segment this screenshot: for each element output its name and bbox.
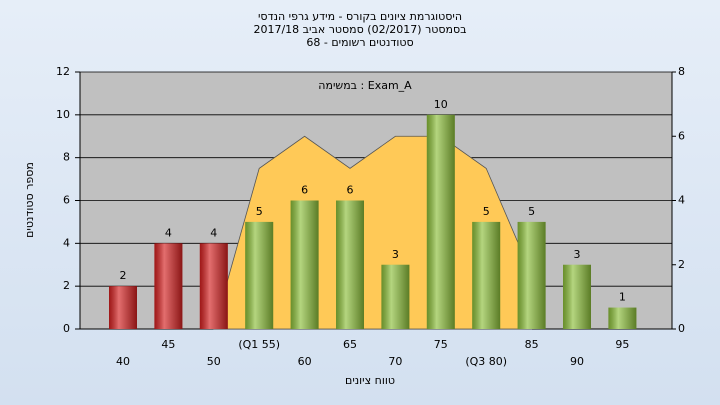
y-tick-label: 12 bbox=[56, 65, 70, 78]
bar-shade bbox=[290, 200, 319, 329]
bar-shade bbox=[608, 307, 637, 329]
y-axis-label: מספר סטודנטים bbox=[23, 162, 36, 238]
y-tick-label: 4 bbox=[63, 236, 70, 249]
x-tick-label: 40 bbox=[116, 355, 130, 368]
y-tick-label: 8 bbox=[63, 151, 70, 164]
y2-tick-label: 0 bbox=[678, 322, 685, 335]
bar-shade bbox=[109, 286, 137, 329]
annotation: במשימה : Exam_A bbox=[318, 79, 412, 92]
bar-shade bbox=[563, 264, 591, 329]
x-tick-label: 50 bbox=[207, 355, 221, 368]
y2-tick-label: 6 bbox=[678, 129, 685, 142]
x-tick-label: 95 bbox=[615, 338, 629, 351]
y-tick-label: 0 bbox=[63, 322, 70, 335]
value-label: 3 bbox=[392, 248, 399, 261]
chart-subtitle: סטודנטים רשומים - 68 bbox=[306, 36, 413, 49]
y2-tick-label: 2 bbox=[678, 258, 685, 271]
value-label: 5 bbox=[483, 205, 490, 218]
bar-shade bbox=[154, 243, 183, 329]
value-label: 5 bbox=[256, 205, 263, 218]
x-tick-label: 70 bbox=[388, 355, 402, 368]
bar-shade bbox=[426, 114, 455, 329]
bar-layer: 2 4 4 5 6 6 3 10 5 5 3 1 bbox=[109, 98, 637, 329]
value-label: 2 bbox=[120, 269, 127, 282]
value-label: 1 bbox=[619, 291, 626, 304]
x-axis-label: טווח ציונים bbox=[345, 374, 395, 387]
bar-shade bbox=[336, 200, 364, 329]
x-tick-label: 65 bbox=[343, 338, 357, 351]
y2-tick-label: 4 bbox=[678, 194, 685, 207]
bar-shade bbox=[381, 264, 410, 329]
y-tick-label: 2 bbox=[63, 279, 70, 292]
x-tick-label: (Q1 55) bbox=[238, 338, 280, 351]
value-label: 4 bbox=[165, 226, 172, 239]
value-label: 3 bbox=[574, 248, 581, 261]
value-label: 4 bbox=[210, 226, 217, 239]
x-tick-label: 60 bbox=[298, 355, 312, 368]
chart-subtitle: בסמסטר (02/2017) סמסטר אביב 2017/18 bbox=[253, 23, 466, 36]
value-label: 10 bbox=[434, 98, 448, 111]
bar-shade bbox=[199, 243, 228, 329]
x-tick-label: 45 bbox=[161, 338, 175, 351]
chart-title: היסטוגרמת ציונים בקורס - מידע גרפי הנדסי bbox=[258, 10, 462, 23]
bar-shade bbox=[472, 221, 501, 329]
y2-tick-label: 8 bbox=[678, 65, 685, 78]
y-tick-label: 6 bbox=[63, 194, 70, 207]
value-label: 6 bbox=[347, 184, 354, 197]
bar-shade bbox=[517, 221, 546, 329]
y-tick-label: 10 bbox=[56, 108, 70, 121]
x-tick-label: (Q3 80) bbox=[465, 355, 507, 368]
value-label: 6 bbox=[301, 184, 308, 197]
bar-shade bbox=[245, 221, 274, 329]
x-tick-label: 85 bbox=[525, 338, 539, 351]
x-tick-label: 90 bbox=[570, 355, 584, 368]
x-tick-label: 75 bbox=[434, 338, 448, 351]
value-label: 5 bbox=[528, 205, 535, 218]
